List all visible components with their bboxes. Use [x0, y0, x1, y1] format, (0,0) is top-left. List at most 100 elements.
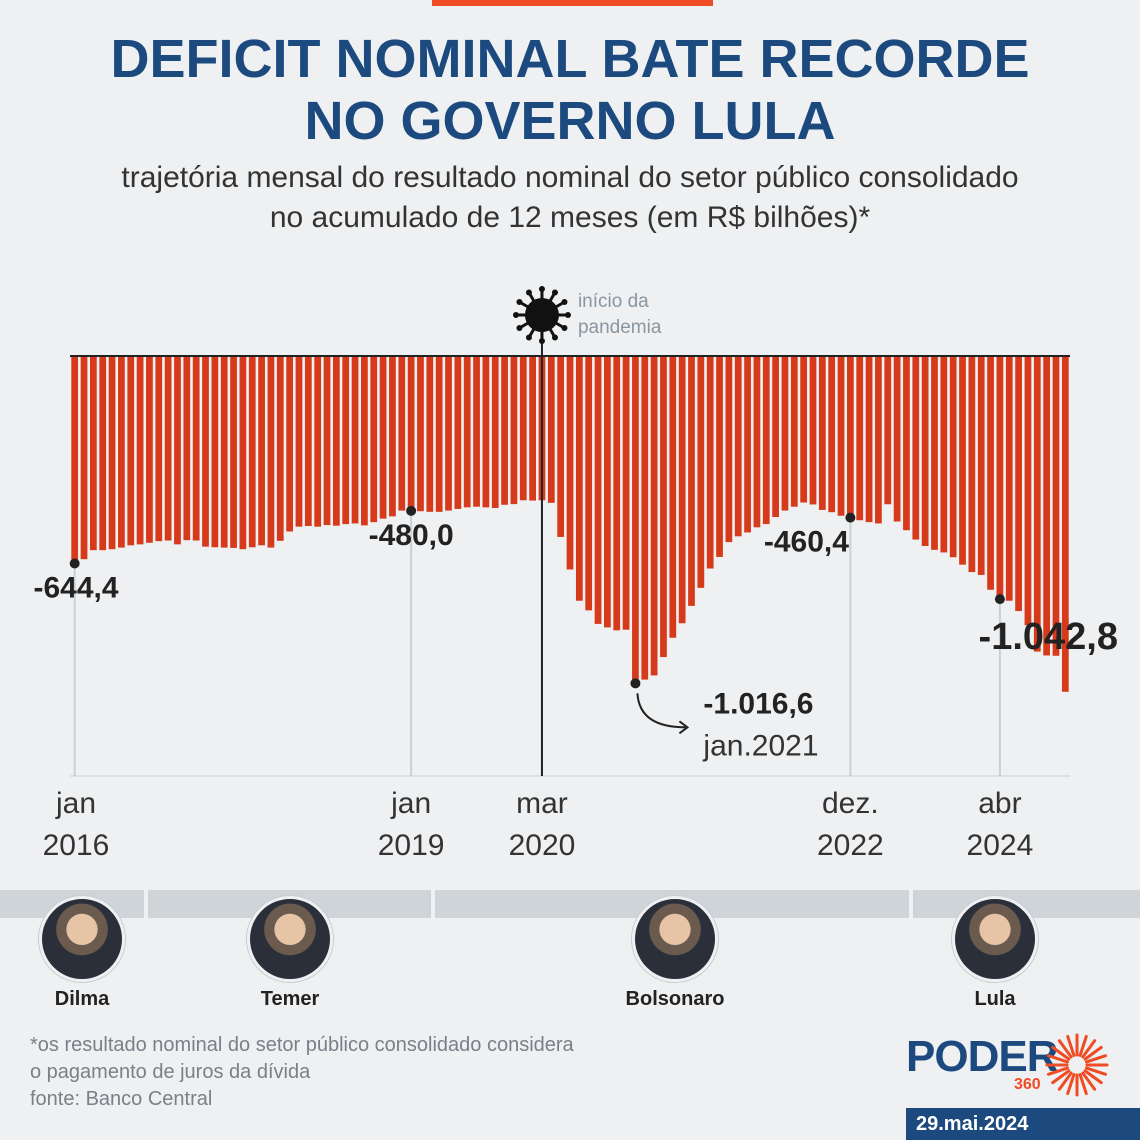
bar: [1061, 356, 1069, 692]
bar: [772, 356, 779, 517]
bar: [706, 356, 714, 569]
bar: [697, 356, 705, 588]
bar: [725, 356, 733, 543]
x-tick-label: abr: [978, 787, 1021, 820]
sunburst-ray: [1066, 1034, 1076, 1057]
bar: [426, 356, 434, 512]
bar: [613, 356, 621, 631]
footnote-line-2: o pagamento de juros da dívida: [30, 1061, 311, 1083]
bar: [80, 356, 88, 560]
bar: [398, 356, 406, 511]
bar: [940, 356, 948, 553]
title-line-2: NO GOVERNO LULA: [304, 91, 836, 151]
sunburst-ray: [1057, 1039, 1073, 1059]
bar: [678, 356, 686, 624]
annotation-dot: [69, 558, 80, 569]
bar: [837, 356, 845, 516]
sunburst-ray: [1051, 1069, 1071, 1085]
president-bolsonaro: Bolsonaro: [615, 896, 735, 1011]
bar: [136, 356, 144, 545]
bar: [1052, 356, 1060, 656]
president-name: Temer: [260, 988, 320, 1010]
page-subtitle: trajetória mensal do resultado nominal d…: [0, 158, 1140, 238]
bar: [417, 356, 424, 512]
bar: [949, 356, 957, 558]
bar: [529, 356, 536, 501]
president-name: Dilma: [54, 988, 110, 1010]
bar: [669, 356, 677, 638]
president-temer: Temer: [230, 896, 350, 1011]
bar: [127, 356, 135, 546]
bar: [856, 356, 864, 521]
bar: [903, 356, 910, 531]
x-tick-label: 2019: [378, 829, 445, 862]
footnote-line-1: *os resultado nominal do setor público c…: [30, 1034, 574, 1056]
bar: [762, 356, 770, 525]
annotation-arrow: [636, 693, 686, 729]
bar: [1033, 356, 1041, 652]
source-text: fonte: Banco Central: [30, 1088, 213, 1110]
annotation-date: jan.2021: [702, 729, 818, 762]
bar: [230, 356, 237, 548]
bar: [435, 356, 443, 512]
bar: [1005, 356, 1013, 601]
sunburst-ray: [1081, 1071, 1097, 1091]
bar: [342, 356, 350, 525]
bar: [192, 356, 200, 541]
annotation-dot: [994, 594, 1005, 605]
sunburst-ray: [1085, 1054, 1108, 1064]
bar: [566, 356, 574, 570]
bar: [89, 356, 97, 551]
bar: [987, 356, 994, 590]
publication-date: 29.mai.2024: [906, 1108, 1140, 1140]
bar: [445, 356, 452, 511]
bar: [800, 356, 808, 503]
bar: [875, 356, 882, 524]
annotation-dot: [630, 678, 641, 689]
bar: [604, 356, 611, 628]
bar: [622, 356, 630, 630]
title-line-1: DEFICIT NOMINAL BATE RECORDE: [110, 29, 1030, 89]
bar: [407, 356, 415, 511]
bar: [389, 356, 396, 517]
bar: [753, 356, 761, 528]
president-name: Bolsonaro: [625, 988, 725, 1010]
bar: [510, 356, 518, 505]
logo-number: 360: [1014, 1076, 1041, 1093]
bar: [370, 356, 378, 523]
bar: [996, 356, 1004, 600]
bar: [155, 356, 163, 542]
bar: [463, 356, 471, 508]
bar: [258, 356, 265, 546]
bar: [491, 356, 499, 508]
bar: [286, 356, 293, 532]
bar: [323, 356, 331, 526]
bar: [968, 356, 976, 573]
pandemic-label-line-2: pandemia: [578, 317, 662, 338]
top-accent-bar: [432, 0, 713, 6]
bar: [267, 356, 275, 548]
bar: [865, 356, 873, 523]
bolsonaro-portrait: [632, 896, 718, 982]
x-tick-label: 2024: [967, 829, 1034, 862]
x-tick-label: jan: [55, 787, 96, 820]
bar: [931, 356, 938, 550]
bar: [1043, 356, 1051, 656]
bar: [781, 356, 789, 511]
sunburst-ray: [1057, 1071, 1073, 1091]
bar: [118, 356, 125, 548]
bar: [921, 356, 929, 546]
sunburst-ray: [1081, 1039, 1097, 1059]
bar: [108, 356, 116, 550]
sunburst-ray: [1066, 1073, 1076, 1096]
bar: [361, 356, 368, 526]
page-title: DEFICIT NOMINAL BATE RECORDE NO GOVERNO …: [0, 28, 1140, 152]
bar: [473, 356, 480, 507]
bar: [239, 356, 247, 550]
bar: [641, 356, 649, 680]
president-name: Lula: [974, 988, 1016, 1010]
bar: [547, 356, 555, 503]
bar: [454, 356, 462, 509]
subtitle-line-2: no acumulado de 12 meses (em R$ bilhões)…: [269, 201, 871, 234]
annotation-value: -1.016,6: [703, 687, 813, 720]
